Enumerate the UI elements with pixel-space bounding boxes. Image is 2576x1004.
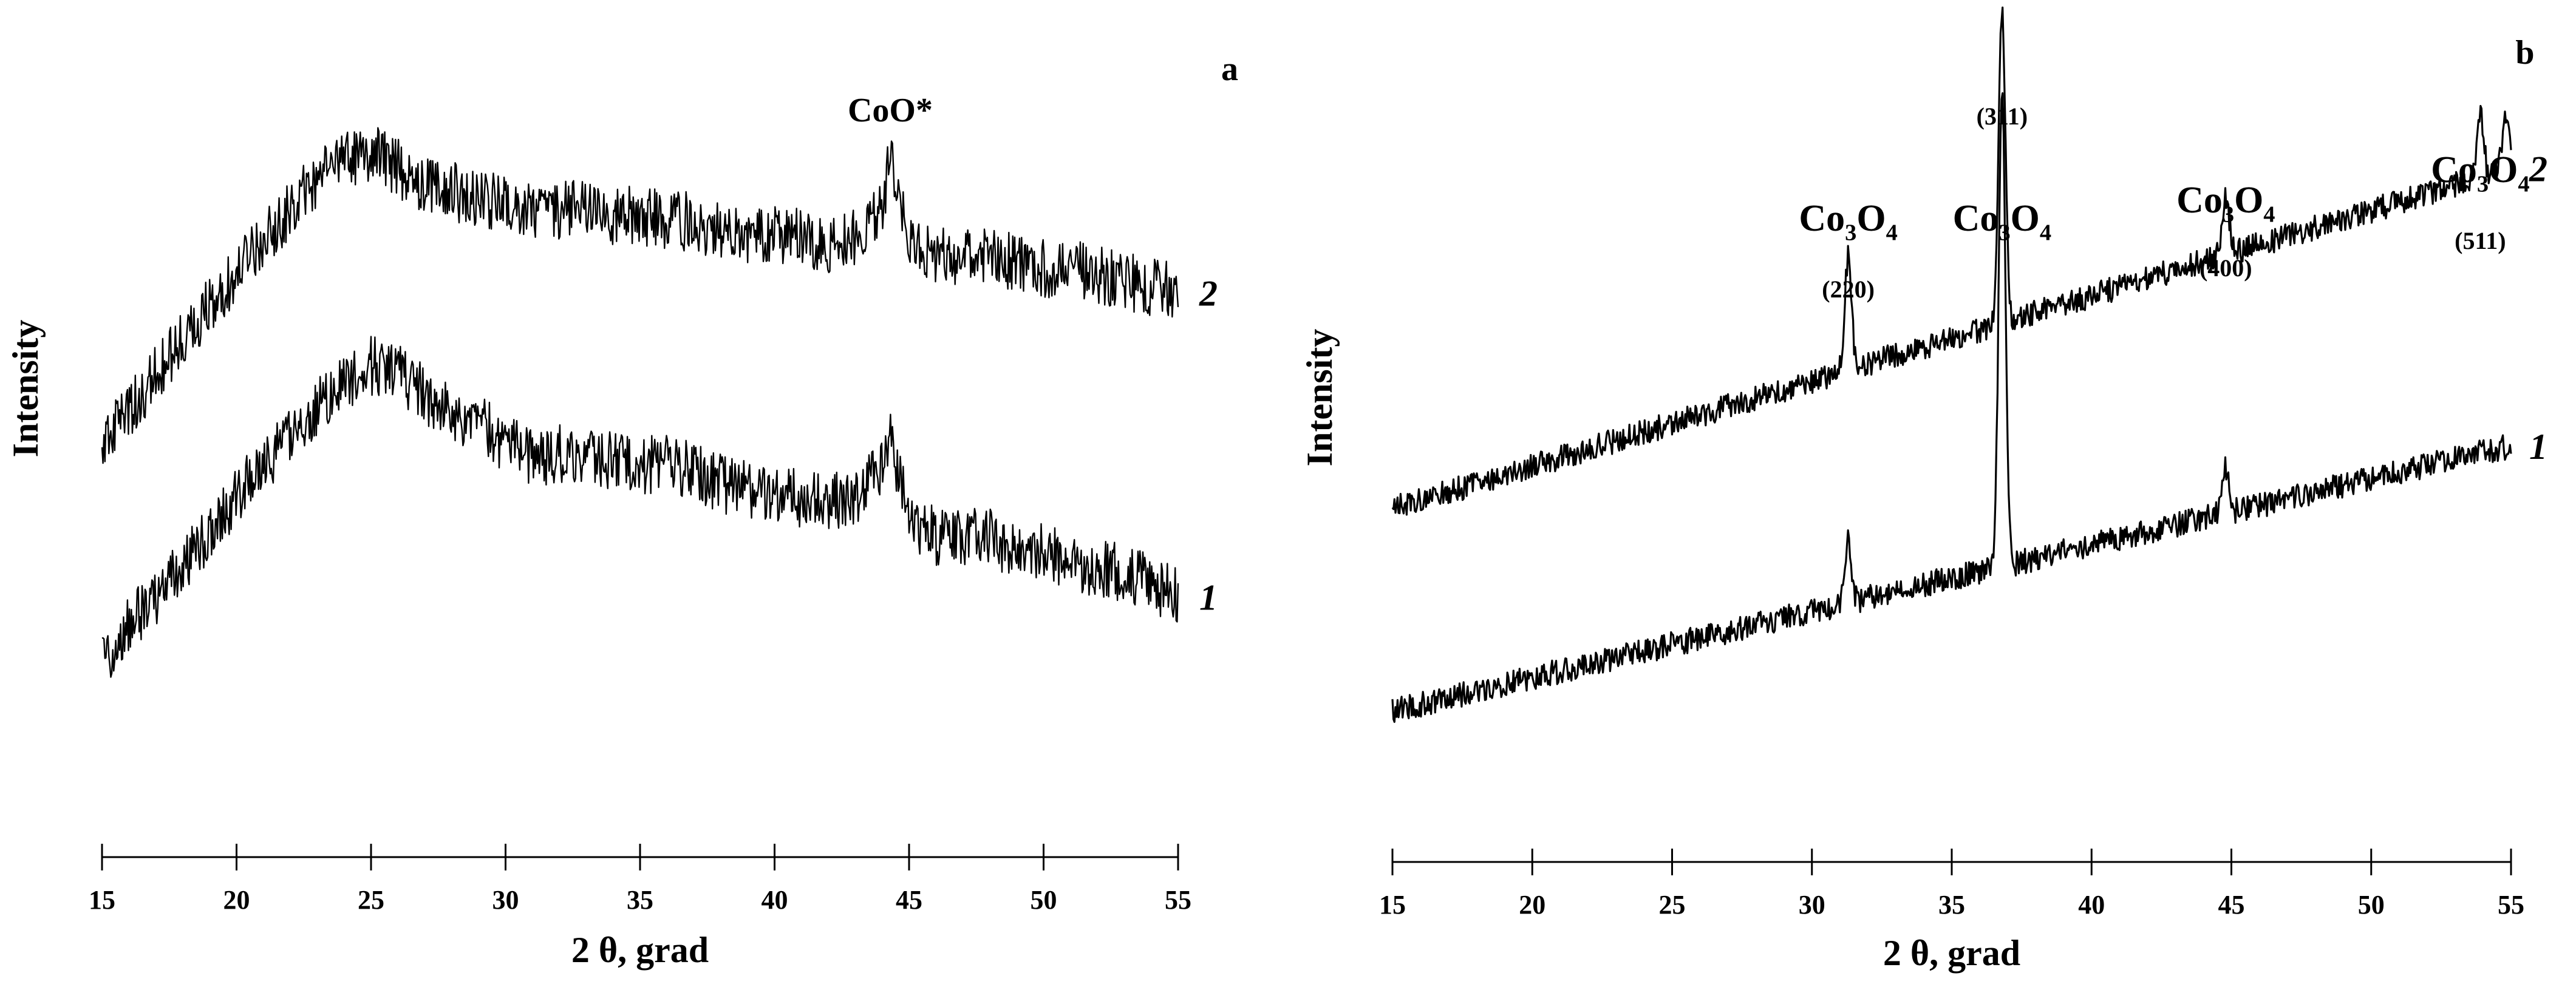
x-tick-label: 30 (1799, 890, 1825, 920)
x-tick-label: 40 (2078, 890, 2105, 920)
peak-phase-label: Co3O4 (2176, 180, 2275, 228)
peak-hkl-label: (511) (2455, 227, 2506, 254)
x-tick-label: 20 (1519, 890, 1545, 920)
x-axis-label: 2 θ, grad (571, 930, 709, 970)
series-label: 2 (1199, 274, 1218, 314)
series-2-line (101, 127, 1179, 464)
peak-phase-label: Co3O4 (2431, 149, 2529, 197)
series-1-line (101, 336, 1179, 678)
x-axis-label: 2 θ, grad (1883, 933, 2020, 973)
x-tick-label: 15 (89, 885, 115, 915)
x-tick-label: 35 (627, 885, 653, 915)
panel-label: b (2515, 34, 2534, 72)
x-tick-label: 50 (2358, 890, 2385, 920)
series-1-line (1391, 92, 2512, 723)
x-tick-label: 40 (762, 885, 788, 915)
x-tick-label: 55 (1165, 885, 1191, 915)
panel-label: a (1221, 50, 1238, 88)
peak-annotation: CoO* (848, 92, 933, 129)
x-tick-label: 25 (358, 885, 384, 915)
series-label: 1 (2529, 427, 2547, 467)
y-axis-label: Intensity (5, 320, 46, 458)
x-tick-label: 45 (2218, 890, 2245, 920)
x-tick-label: 20 (223, 885, 250, 915)
x-tick-label: 30 (492, 885, 519, 915)
y-axis-label: Intensity (1300, 329, 1340, 467)
x-tick-label: 15 (1379, 890, 1406, 920)
chart-panel-b: 15 20 25 30 35 40 45 50 552 θ, gradIntensityb12C… (1300, 6, 2547, 973)
series-2-line (1391, 6, 2512, 516)
x-tick-label: 50 (1031, 885, 1057, 915)
x-tick-label: 35 (1938, 890, 1965, 920)
peak-hkl-label: (400) (2199, 254, 2252, 282)
peak-hkl-label: (220) (1822, 276, 1875, 303)
x-tick-label: 45 (896, 885, 922, 915)
x-tick-label: 55 (2498, 890, 2524, 920)
peak-phase-label: Co3O4 (1953, 198, 2051, 246)
chart-panel-a: 15 20 25 30 35 40 45 50 55 2 θ, grad Intensity a 1 2 C… (5, 50, 1238, 970)
series-label: 1 (1199, 578, 1218, 618)
peak-phase-label: Co3O4 (1799, 198, 1897, 246)
peak-hkl-label: (311) (1977, 103, 2028, 130)
x-tick-label: 25 (1659, 890, 1686, 920)
series-label: 2 (2529, 149, 2547, 189)
